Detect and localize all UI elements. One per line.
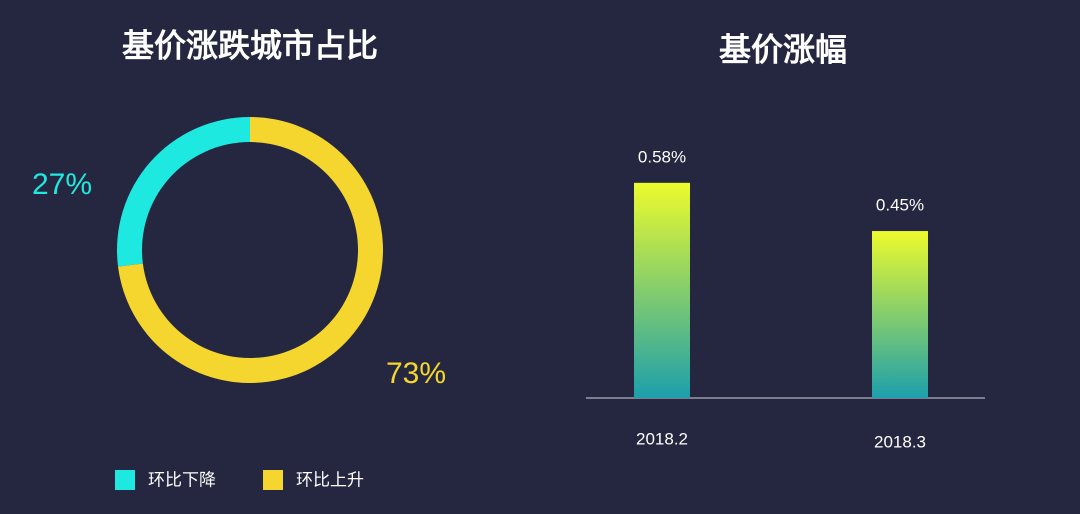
value-label: 0.58% bbox=[638, 147, 686, 166]
legend-label: 环比下降 bbox=[148, 470, 216, 489]
x-tick-label: 2018.2 bbox=[636, 429, 688, 448]
legend-label: 环比上升 bbox=[296, 470, 364, 489]
value-label: 73% bbox=[386, 357, 446, 390]
donut-segment bbox=[116, 117, 250, 267]
x-tick-label: 2018.3 bbox=[874, 432, 926, 451]
value-label: 27% bbox=[32, 168, 92, 201]
bar bbox=[872, 231, 928, 398]
legend-swatch bbox=[115, 470, 135, 490]
chart-title: 基价涨跌城市占比 bbox=[122, 27, 378, 63]
bar bbox=[634, 182, 690, 398]
legend-swatch bbox=[263, 470, 283, 490]
value-label: 0.45% bbox=[876, 196, 924, 215]
chart-title: 基价涨幅 bbox=[719, 31, 847, 67]
